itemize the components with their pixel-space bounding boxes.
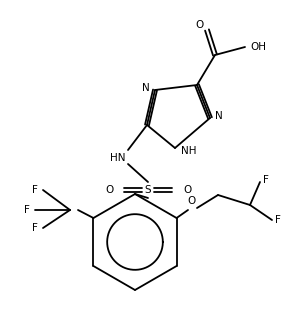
Text: O: O [183,185,191,195]
Text: F: F [32,185,38,195]
Text: F: F [32,223,38,233]
Text: HN: HN [110,153,126,163]
Text: F: F [263,175,269,185]
Text: OH: OH [250,42,266,52]
Text: O: O [196,20,204,30]
Text: O: O [105,185,113,195]
Text: N: N [215,111,223,121]
Text: O: O [188,196,196,206]
Text: F: F [24,205,30,215]
Text: NH: NH [181,146,197,156]
Text: N: N [142,83,150,93]
Text: S: S [145,185,151,195]
Text: F: F [275,215,281,225]
